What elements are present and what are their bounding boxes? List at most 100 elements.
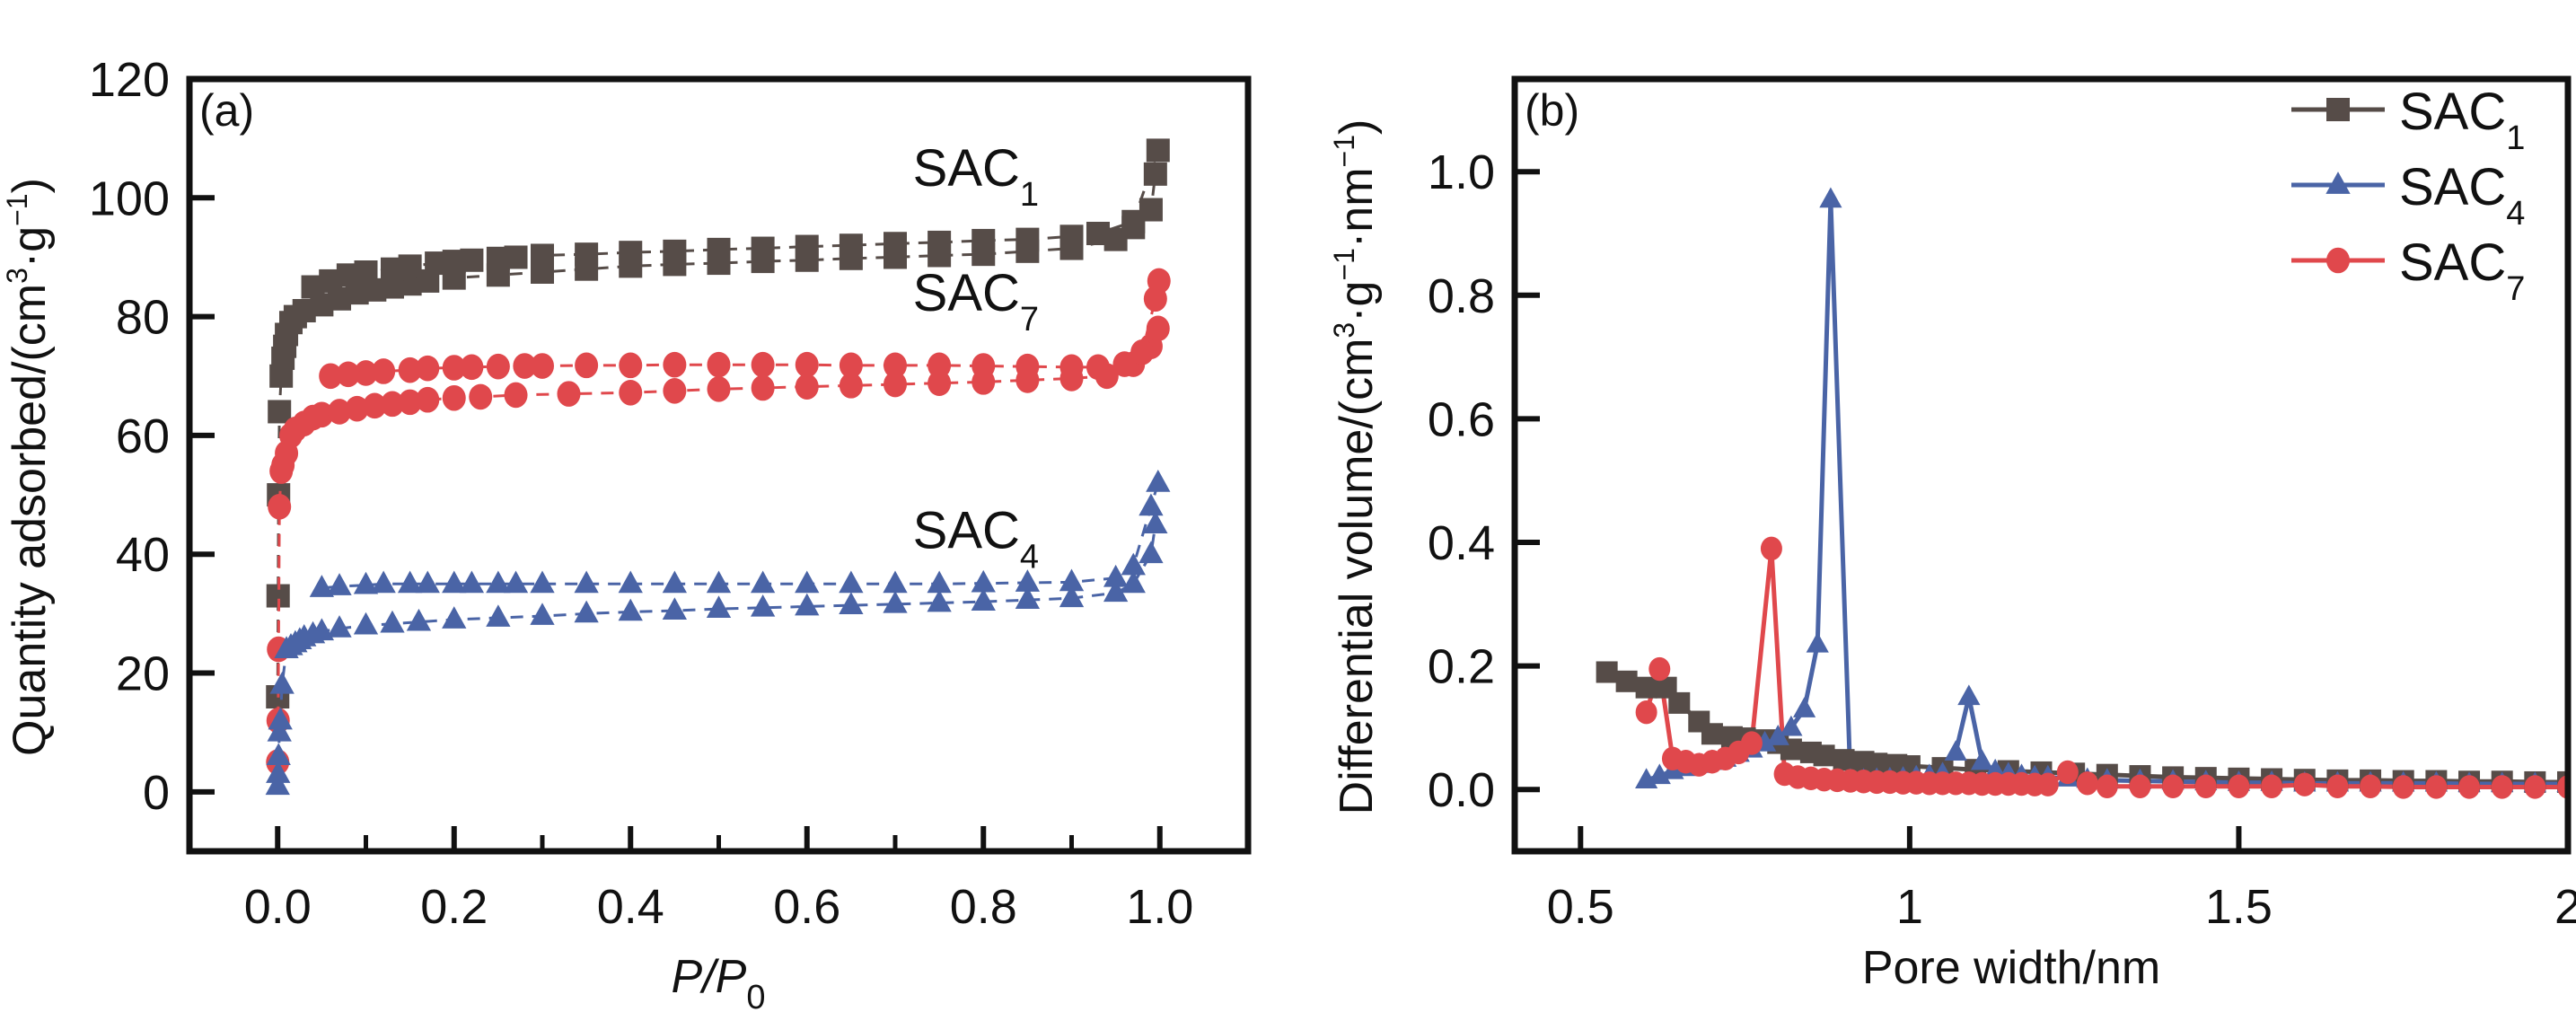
panel-b-ticks: 0.0 0.2 0.4 0.6 0.8 1.0 0.5 1 1.5 2 bbox=[1428, 145, 2576, 934]
legend-label-text: SAC bbox=[2399, 83, 2506, 141]
sac7-point bbox=[504, 382, 528, 409]
sac7-point bbox=[513, 353, 537, 379]
sac4-point bbox=[1015, 586, 1041, 610]
sac4-point bbox=[442, 570, 467, 594]
panel-b-y-tick-label: 0.6 bbox=[1428, 392, 1495, 446]
sac4-point bbox=[1780, 715, 1803, 736]
sac7-point bbox=[839, 352, 863, 379]
sac1-point bbox=[1668, 691, 1691, 714]
sac4-adsorption-points bbox=[265, 511, 1168, 796]
sac7-point bbox=[328, 399, 352, 425]
legend-label-text: SAC bbox=[2399, 233, 2506, 292]
annotation-text: SAC bbox=[913, 139, 1020, 198]
panel-a-y-tick-label: 20 bbox=[116, 647, 170, 701]
annotation-text: SAC bbox=[913, 264, 1020, 322]
panel-b-x-tick-label: 2 bbox=[2554, 880, 2576, 934]
sac7-point bbox=[416, 355, 440, 382]
sac4-point bbox=[309, 575, 335, 597]
panel-a-y-tick-label: 40 bbox=[116, 528, 170, 582]
sac4-point bbox=[266, 761, 291, 783]
sac1-point bbox=[884, 232, 907, 256]
sac4-point bbox=[971, 569, 996, 593]
sac7-point bbox=[2036, 772, 2059, 796]
panel-a-ticks: 0 20 40 60 80 100 120 0.0 0.2 0.4 0.6 0.8 1.0 bbox=[89, 53, 1193, 934]
sac4-point bbox=[1792, 697, 1816, 717]
sac4-point bbox=[574, 600, 599, 623]
sac4-point bbox=[380, 610, 405, 633]
panel-a-y-tick-label: 120 bbox=[89, 53, 170, 107]
panel-a-y-tick-label: 100 bbox=[89, 172, 170, 225]
sac4-point bbox=[459, 570, 485, 594]
sac1-point bbox=[1615, 670, 1638, 692]
sac7-point bbox=[345, 395, 369, 422]
legend-triangle-icon bbox=[2325, 172, 2351, 194]
sac4-point bbox=[1766, 725, 1789, 745]
sac1-desorption-points bbox=[301, 138, 1170, 299]
panel-b-y-tick-label: 0.4 bbox=[1428, 516, 1495, 570]
annotation-subscript: 4 bbox=[1020, 539, 1039, 576]
sac7-point bbox=[2293, 772, 2316, 796]
sac1-point bbox=[1143, 162, 1167, 186]
sac7-point bbox=[619, 352, 643, 379]
panel-a-y-tick-label: 80 bbox=[116, 291, 170, 345]
panel-b-y-title-sup3: −1 bbox=[1328, 135, 1360, 167]
legend-label: SAC1 bbox=[2399, 83, 2525, 157]
sac4-point bbox=[971, 588, 996, 612]
legend-label-subscript: 1 bbox=[2506, 119, 2525, 157]
sac7-point bbox=[2458, 775, 2481, 799]
sac4-point bbox=[1059, 568, 1085, 592]
sac4-point bbox=[265, 772, 290, 796]
panel-a-y-tick-label: 0 bbox=[143, 766, 170, 820]
sac4-point bbox=[927, 589, 952, 612]
sac1-point bbox=[1596, 661, 1618, 683]
sac7-point bbox=[336, 361, 360, 388]
sac4-point bbox=[1806, 631, 1829, 653]
sac4-point bbox=[574, 570, 599, 594]
sac4-desorption-points bbox=[309, 470, 1171, 597]
sac4-point bbox=[750, 594, 776, 617]
sac7-point bbox=[707, 351, 731, 378]
panel-b-x-tick-label: 0.5 bbox=[1547, 880, 1614, 934]
sac1-point bbox=[971, 228, 996, 252]
sac4-point bbox=[1143, 511, 1168, 534]
sac7-point bbox=[2096, 774, 2118, 798]
sac7-point bbox=[839, 373, 863, 399]
panel-b-frame bbox=[1511, 75, 2572, 855]
sac1-desorption-line bbox=[312, 149, 1160, 288]
sac4-point bbox=[442, 606, 467, 629]
sac4-point bbox=[503, 570, 529, 594]
panel-a-label: (a) bbox=[199, 85, 254, 136]
sac7-point bbox=[2360, 774, 2382, 798]
annotation-sac7: SAC7 bbox=[913, 264, 1039, 339]
panel-b-y-title-sup2: −1 bbox=[1328, 248, 1360, 280]
sac1-point bbox=[531, 243, 554, 268]
sac4-point bbox=[267, 718, 292, 742]
annotation-sac4: SAC4 bbox=[913, 502, 1039, 576]
sac7-point bbox=[1648, 656, 1671, 682]
sac7-point bbox=[575, 352, 599, 379]
panel-b-y-title-mid: ·g bbox=[1331, 281, 1383, 322]
sac7-point bbox=[2194, 774, 2217, 798]
panel-a-x-tick-label: 0.0 bbox=[244, 880, 312, 934]
sac7-point bbox=[751, 374, 775, 401]
panel-a-x-tick-label: 1.0 bbox=[1126, 880, 1193, 934]
sac1-point bbox=[1059, 224, 1084, 249]
sac4-point bbox=[1121, 570, 1146, 594]
sac7-point bbox=[1059, 354, 1084, 381]
sac7-point bbox=[442, 355, 466, 381]
panel-a-x-tick-label: 0.8 bbox=[950, 880, 1017, 934]
sac4-point bbox=[530, 570, 555, 594]
sac7-point bbox=[1760, 536, 1782, 561]
panel-b-y-title-post: ) bbox=[1331, 119, 1383, 135]
panel-b-y-title-pre: Differential volume/(cm bbox=[1331, 339, 1383, 815]
sac4-point bbox=[486, 604, 511, 627]
sac1-point bbox=[575, 242, 599, 267]
sac4-point bbox=[486, 570, 511, 594]
sac7-point bbox=[928, 352, 952, 379]
panel-b-y-title-sup1: 3 bbox=[1328, 322, 1360, 339]
sac1-point bbox=[839, 233, 863, 258]
sac7-point bbox=[663, 378, 687, 404]
panel-a-y-title-mid: ·g bbox=[4, 226, 56, 268]
